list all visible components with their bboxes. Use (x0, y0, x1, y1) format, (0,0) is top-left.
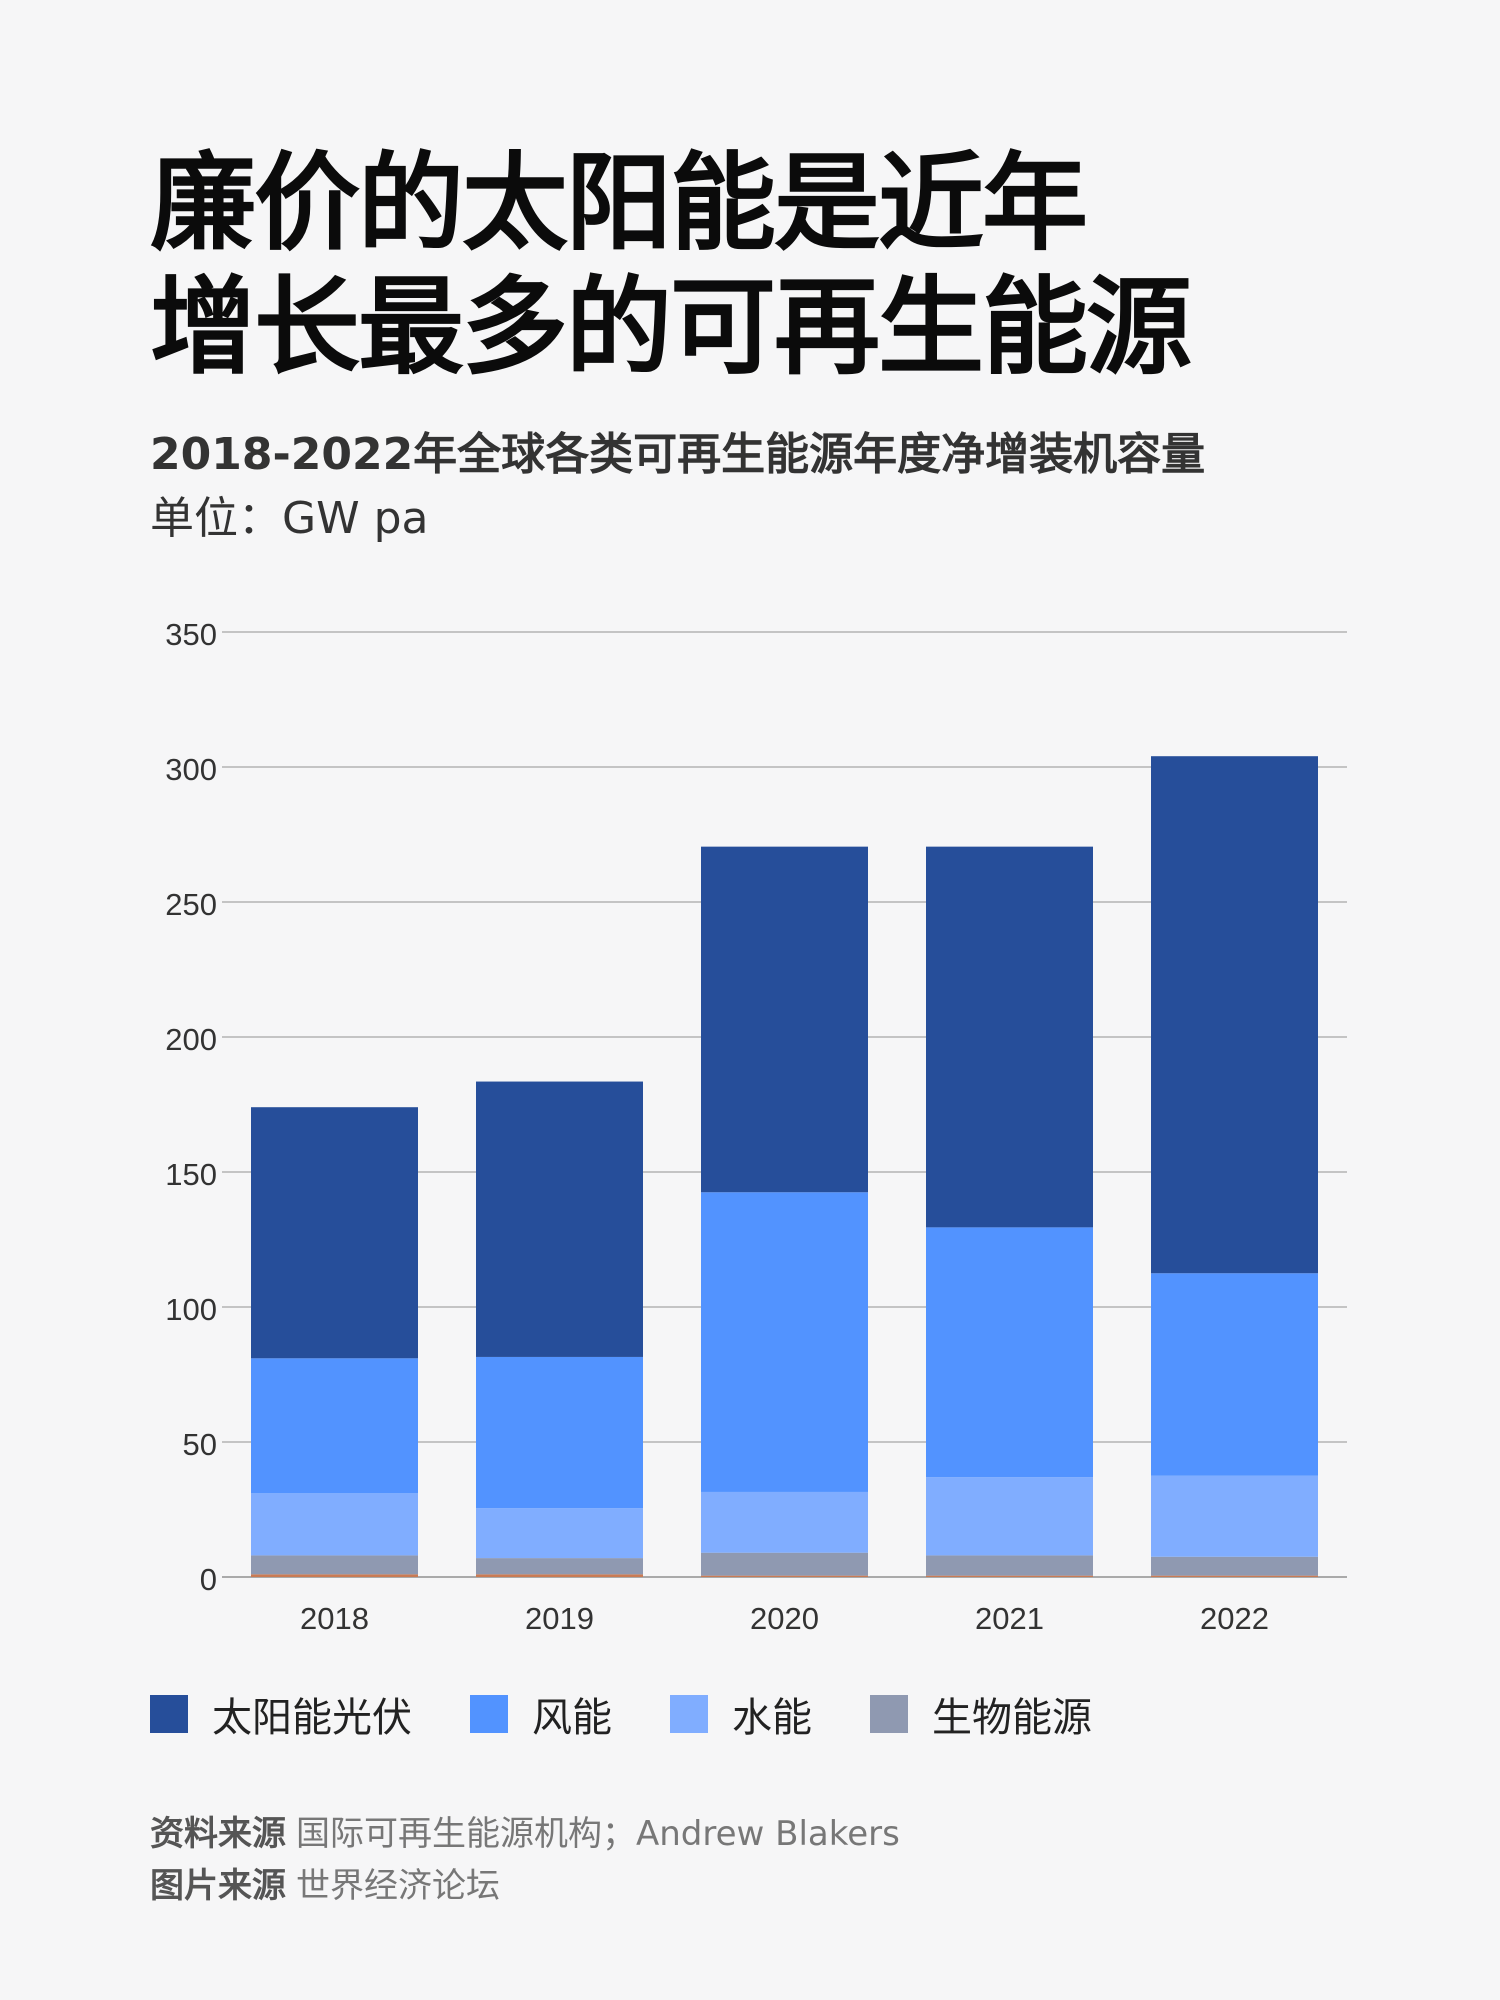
bar-segment-2020-水能 (701, 1491, 868, 1553)
bar-segment-2022-生物能源 (1151, 1556, 1318, 1576)
legend-item-solar: 太阳能光伏 (150, 1685, 412, 1743)
chart-title: 廉价的太阳能是近年 增长最多的可再生能源 (150, 142, 1192, 390)
y-tick-label: 100 (165, 1292, 217, 1327)
bar-segment-2018-其他 (251, 1574, 418, 1577)
y-tick-label: 0 (200, 1562, 217, 1597)
y-tick-label: 250 (165, 887, 217, 922)
bar-segment-2018-太阳能光伏 (251, 1107, 418, 1359)
bar-segment-2018-水能 (251, 1493, 418, 1556)
unit-label: 单位：GW pa (150, 493, 429, 544)
bar-segment-2020-生物能源 (701, 1552, 868, 1576)
title-line-2: 增长最多的可再生能源 (150, 266, 1192, 389)
bar-segment-2021-生物能源 (926, 1555, 1093, 1576)
legend-label-wind: 风能 (532, 1695, 612, 1741)
legend-swatch-bio (870, 1695, 908, 1733)
y-tick-label: 50 (183, 1427, 217, 1462)
legend-swatch-solar (150, 1695, 188, 1733)
bar-segment-2019-风能 (476, 1356, 643, 1509)
bar-segment-2021-太阳能光伏 (926, 846, 1093, 1228)
bar-segment-2020-太阳能光伏 (701, 846, 868, 1193)
data-source-text: 国际可再生能源机构；Andrew Blakers (296, 1814, 900, 1854)
legend-swatch-wind (470, 1695, 508, 1733)
legend-label-hydro: 水能 (732, 1695, 812, 1741)
x-tick-label: 2022 (1200, 1601, 1269, 1636)
y-tick-label: 350 (165, 617, 217, 652)
data-source: 资料来源 国际可再生能源机构；Andrew Blakers (150, 1806, 900, 1855)
legend-item-hydro: 水能 (670, 1685, 812, 1743)
bar-segment-2022-水能 (1151, 1475, 1318, 1557)
bar-segment-2020-其他 (701, 1575, 868, 1577)
legend-label-solar: 太阳能光伏 (212, 1695, 412, 1741)
bar-segment-2020-风能 (701, 1192, 868, 1492)
y-tick-label: 150 (165, 1157, 217, 1192)
x-tick-label: 2019 (525, 1601, 594, 1636)
legend-item-wind: 风能 (470, 1685, 612, 1743)
bar-segment-2019-太阳能光伏 (476, 1081, 643, 1357)
bar-segment-2021-水能 (926, 1477, 1093, 1556)
bar-segment-2021-风能 (926, 1227, 1093, 1478)
data-source-label: 资料来源 (150, 1814, 286, 1854)
bar-segment-2018-风能 (251, 1358, 418, 1494)
legend: 太阳能光伏 风能 水能 生物能源 (150, 1685, 1150, 1743)
image-source-text: 世界经济论坛 (296, 1866, 500, 1906)
y-tick-label: 200 (165, 1022, 217, 1057)
bar-segment-2018-生物能源 (251, 1555, 418, 1575)
bar-segment-2022-其他 (1151, 1575, 1318, 1577)
image-source: 图片来源 世界经济论坛 (150, 1858, 500, 1907)
bar-segment-2019-生物能源 (476, 1558, 643, 1575)
bar-segment-2019-水能 (476, 1508, 643, 1559)
x-tick-label: 2020 (750, 1601, 819, 1636)
x-tick-label: 2021 (975, 1601, 1044, 1636)
chart-subtitle: 2018-2022年全球各类可再生能源年度净增装机容量 (150, 429, 1206, 480)
title-line-1: 廉价的太阳能是近年 (150, 142, 1088, 265)
stacked-bar-chart: 0 50 100 150 200 250 300 350 2018 2019 2020 2021 202… (165, 617, 1347, 1636)
legend-label-bio: 生物能源 (932, 1695, 1092, 1741)
legend-item-bio: 生物能源 (870, 1685, 1092, 1743)
legend-swatch-hydro (670, 1695, 708, 1733)
y-tick-label: 300 (165, 752, 217, 787)
bar-segment-2022-太阳能光伏 (1151, 756, 1318, 1274)
x-tick-label: 2018 (300, 1601, 369, 1636)
image-source-label: 图片来源 (150, 1866, 286, 1906)
bar-segment-2022-风能 (1151, 1273, 1318, 1476)
bar-segment-2019-其他 (476, 1574, 643, 1577)
bar-segment-2021-其他 (926, 1575, 1093, 1577)
